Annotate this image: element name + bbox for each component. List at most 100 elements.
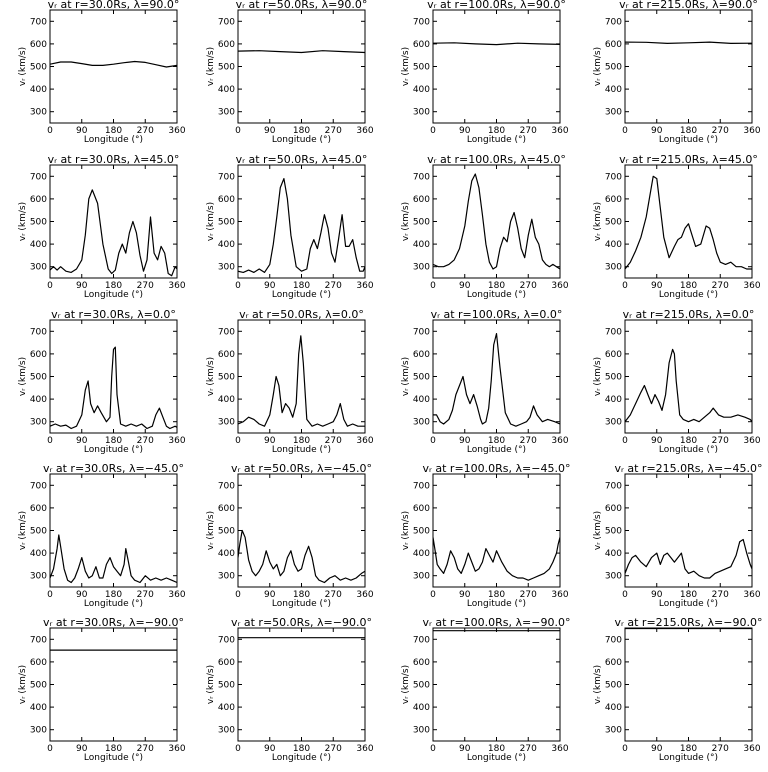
chart-title: vᵣ at r=100.0Rs, λ=45.0° bbox=[427, 153, 566, 166]
y-tick-label: 700 bbox=[413, 635, 430, 645]
y-axis-label: vᵣ (km/s) bbox=[18, 511, 28, 550]
x-tick-label: 360 bbox=[743, 281, 760, 291]
x-tick-label: 270 bbox=[520, 281, 537, 291]
y-tick-label: 700 bbox=[218, 481, 235, 491]
chart-title: vᵣ at r=30.0Rs, λ=90.0° bbox=[48, 0, 180, 11]
y-tick-label: 700 bbox=[413, 481, 430, 491]
x-axis-label: Longitude (°) bbox=[467, 135, 526, 145]
x-tick-label: 270 bbox=[137, 281, 154, 291]
y-tick-label: 700 bbox=[30, 635, 47, 645]
y-tick-label: 500 bbox=[413, 218, 430, 228]
y-axis-label: vᵣ (km/s) bbox=[593, 202, 603, 241]
y-tick-label: 400 bbox=[605, 703, 622, 713]
x-tick-label: 180 bbox=[293, 126, 310, 136]
x-axis-label: Longitude (°) bbox=[84, 290, 143, 300]
x-tick-label: 360 bbox=[551, 436, 568, 446]
x-tick-label: 180 bbox=[105, 744, 122, 754]
y-tick-label: 600 bbox=[218, 504, 235, 514]
chart-panel: vᵣ at r=100.0Rs, λ=90.0° 0 90 180 270 360 300 4… bbox=[401, 0, 569, 145]
x-tick-label: 360 bbox=[356, 590, 373, 600]
y-axis-label: vᵣ (km/s) bbox=[401, 202, 411, 241]
chart-panel: vᵣ at r=50.0Rs, λ=−90.0° 0 90 180 270 360 300 4… bbox=[206, 616, 374, 763]
chart-title: vᵣ at r=215.0Rs, λ=45.0° bbox=[619, 153, 758, 166]
x-tick-label: 270 bbox=[325, 590, 342, 600]
x-tick-label: 360 bbox=[551, 590, 568, 600]
chart-panel: vᵣ at r=50.0Rs, λ=90.0° 0 90 180 270 360 300 40… bbox=[206, 0, 374, 145]
x-tick-label: 90 bbox=[264, 744, 276, 754]
chart-title: vᵣ at r=100.0Rs, λ=−90.0° bbox=[423, 616, 571, 629]
x-tick-label: 90 bbox=[264, 126, 276, 136]
chart-panel: vᵣ at r=100.0Rs, λ=45.0° 0 90 180 270 360 300 4… bbox=[401, 153, 569, 300]
y-tick-label: 600 bbox=[30, 658, 47, 668]
series-line bbox=[238, 529, 365, 584]
x-tick-label: 0 bbox=[430, 281, 436, 291]
chart-panel: vᵣ at r=50.0Rs, λ=0.0° 0 90 180 270 360 300 400… bbox=[206, 308, 374, 455]
y-tick-label: 600 bbox=[413, 658, 430, 668]
x-tick-label: 0 bbox=[235, 590, 241, 600]
y-tick-label: 700 bbox=[605, 635, 622, 645]
x-tick-label: 180 bbox=[105, 281, 122, 291]
chart-panel: vᵣ at r=215.0Rs, λ=0.0° 0 90 180 270 360 300 40… bbox=[593, 308, 761, 455]
y-tick-label: 700 bbox=[413, 327, 430, 337]
y-tick-label: 400 bbox=[218, 240, 235, 250]
x-axis-label: Longitude (°) bbox=[659, 135, 718, 145]
x-tick-label: 360 bbox=[168, 281, 185, 291]
x-tick-label: 360 bbox=[168, 744, 185, 754]
y-tick-label: 700 bbox=[413, 17, 430, 27]
y-tick-label: 700 bbox=[605, 481, 622, 491]
series-line bbox=[50, 534, 177, 584]
y-tick-label: 400 bbox=[218, 703, 235, 713]
y-tick-label: 300 bbox=[413, 263, 430, 273]
plot-frame bbox=[237, 164, 366, 279]
y-tick-label: 400 bbox=[413, 549, 430, 559]
y-tick-label: 500 bbox=[30, 681, 47, 691]
y-axis-label: vᵣ (km/s) bbox=[206, 202, 216, 241]
chart-title: vᵣ at r=50.0Rs, λ=45.0° bbox=[236, 153, 368, 166]
series-line bbox=[433, 42, 560, 46]
series-line bbox=[238, 335, 365, 427]
y-tick-label: 300 bbox=[30, 108, 47, 118]
x-axis-label: Longitude (°) bbox=[467, 445, 526, 455]
y-tick-label: 300 bbox=[413, 418, 430, 428]
y-tick-label: 300 bbox=[30, 418, 47, 428]
y-tick-label: 700 bbox=[30, 327, 47, 337]
series-line bbox=[433, 173, 560, 270]
x-tick-label: 180 bbox=[105, 436, 122, 446]
x-axis-label: Longitude (°) bbox=[659, 599, 718, 609]
y-tick-label: 600 bbox=[413, 504, 430, 514]
x-axis-label: Longitude (°) bbox=[84, 599, 143, 609]
x-tick-label: 180 bbox=[293, 744, 310, 754]
y-tick-label: 400 bbox=[30, 703, 47, 713]
y-tick-label: 400 bbox=[605, 85, 622, 95]
x-tick-label: 270 bbox=[137, 126, 154, 136]
series-line bbox=[625, 538, 752, 579]
plot-frame bbox=[237, 473, 366, 588]
x-tick-label: 360 bbox=[356, 126, 373, 136]
x-tick-label: 270 bbox=[325, 126, 342, 136]
x-axis-label: Longitude (°) bbox=[659, 753, 718, 763]
x-tick-label: 270 bbox=[137, 590, 154, 600]
y-tick-label: 500 bbox=[605, 218, 622, 228]
x-tick-label: 180 bbox=[680, 436, 697, 446]
y-tick-label: 300 bbox=[30, 263, 47, 273]
chart-title: vᵣ at r=30.0Rs, λ=−45.0° bbox=[43, 462, 184, 475]
chart-title: vᵣ at r=50.0Rs, λ=−90.0° bbox=[231, 616, 372, 629]
x-tick-label: 90 bbox=[459, 281, 471, 291]
x-tick-label: 90 bbox=[459, 590, 471, 600]
x-tick-label: 180 bbox=[293, 281, 310, 291]
y-tick-label: 700 bbox=[605, 327, 622, 337]
y-axis-label: vᵣ (km/s) bbox=[401, 665, 411, 704]
chart-panel: vᵣ at r=215.0Rs, λ=−90.0° 0 90 180 270 360 300… bbox=[593, 616, 762, 763]
x-tick-label: 90 bbox=[76, 744, 88, 754]
x-axis-label: Longitude (°) bbox=[467, 290, 526, 300]
x-tick-label: 90 bbox=[76, 126, 88, 136]
x-tick-label: 180 bbox=[680, 126, 697, 136]
x-tick-label: 0 bbox=[235, 744, 241, 754]
y-axis-label: vᵣ (km/s) bbox=[18, 47, 28, 86]
x-tick-label: 0 bbox=[622, 281, 628, 291]
x-tick-label: 0 bbox=[47, 126, 53, 136]
x-tick-label: 270 bbox=[137, 744, 154, 754]
x-tick-label: 0 bbox=[47, 590, 53, 600]
y-tick-label: 600 bbox=[30, 40, 47, 50]
y-tick-label: 700 bbox=[218, 327, 235, 337]
